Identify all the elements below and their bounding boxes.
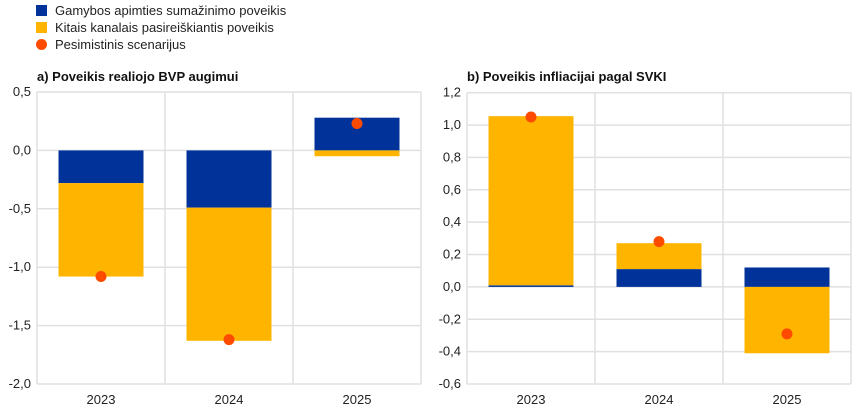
legend: Gamybos apimties sumažinimo poveikis Kit…: [36, 2, 286, 53]
bar-other-channels: [186, 207, 272, 341]
y-tick-label: -0,5: [9, 201, 31, 216]
y-tick-label: 0,0: [443, 279, 461, 294]
bar-other-channels: [744, 286, 830, 354]
legend-item-output-reduction: Gamybos apimties sumažinimo poveikis: [36, 2, 286, 19]
y-tick-label: 0,0: [13, 142, 31, 157]
legend-dot-orange: [36, 39, 47, 50]
x-tick-label: 2025: [773, 392, 802, 407]
legend-swatch-yellow: [36, 22, 47, 33]
point-pessimistic: [95, 271, 107, 283]
bar-output-reduction: [744, 267, 830, 287]
x-tick-label: 2023: [87, 392, 116, 407]
y-tick-label: -0,6: [439, 376, 461, 391]
x-tick-label: 2024: [215, 392, 244, 407]
point-pessimistic: [781, 328, 793, 340]
point-pessimistic: [525, 111, 537, 123]
legend-item-pessimistic: Pesimistinis scenarijus: [36, 36, 286, 53]
y-tick-label: 1,2: [443, 85, 461, 100]
y-tick-label: 0,8: [443, 149, 461, 164]
point-pessimistic: [653, 236, 665, 248]
bar-output-reduction: [616, 269, 702, 287]
legend-label: Pesimistinis scenarijus: [55, 37, 186, 52]
y-tick-label: -0,2: [439, 311, 461, 326]
y-tick-label: 0,4: [443, 214, 461, 229]
bar-other-channels: [314, 150, 400, 157]
x-tick-label: 2024: [645, 392, 674, 407]
chart-b-title: b) Poveikis infliacijai pagal SVKI: [467, 69, 666, 84]
y-tick-label: 0,5: [13, 84, 31, 99]
y-tick-label: -0,4: [439, 344, 461, 359]
bar-other-channels: [58, 183, 144, 277]
y-tick-label: 0,6: [443, 182, 461, 197]
y-tick-label: -1,0: [9, 259, 31, 274]
bar-other-channels: [488, 116, 574, 286]
point-pessimistic: [351, 118, 363, 130]
x-tick-label: 2023: [517, 392, 546, 407]
y-tick-label: -1,5: [9, 318, 31, 333]
legend-swatch-blue: [36, 5, 47, 16]
bar-output-reduction: [186, 150, 272, 208]
legend-label: Kitais kanalais pasireiškiantis poveikis: [55, 20, 274, 35]
point-pessimistic: [223, 334, 235, 346]
x-tick-label: 2025: [343, 392, 372, 407]
bar-output-reduction: [58, 150, 144, 184]
chart-a-title: a) Poveikis realiojo BVP augimui: [37, 69, 238, 84]
legend-item-other-channels: Kitais kanalais pasireiškiantis poveikis: [36, 19, 286, 36]
y-tick-label: 0,2: [443, 247, 461, 262]
bar-other-channels: [616, 243, 702, 270]
y-tick-label: 1,0: [443, 117, 461, 132]
y-tick-label: -2,0: [9, 376, 31, 391]
bar-output-reduction: [488, 285, 574, 287]
legend-label: Gamybos apimties sumažinimo poveikis: [55, 3, 287, 18]
